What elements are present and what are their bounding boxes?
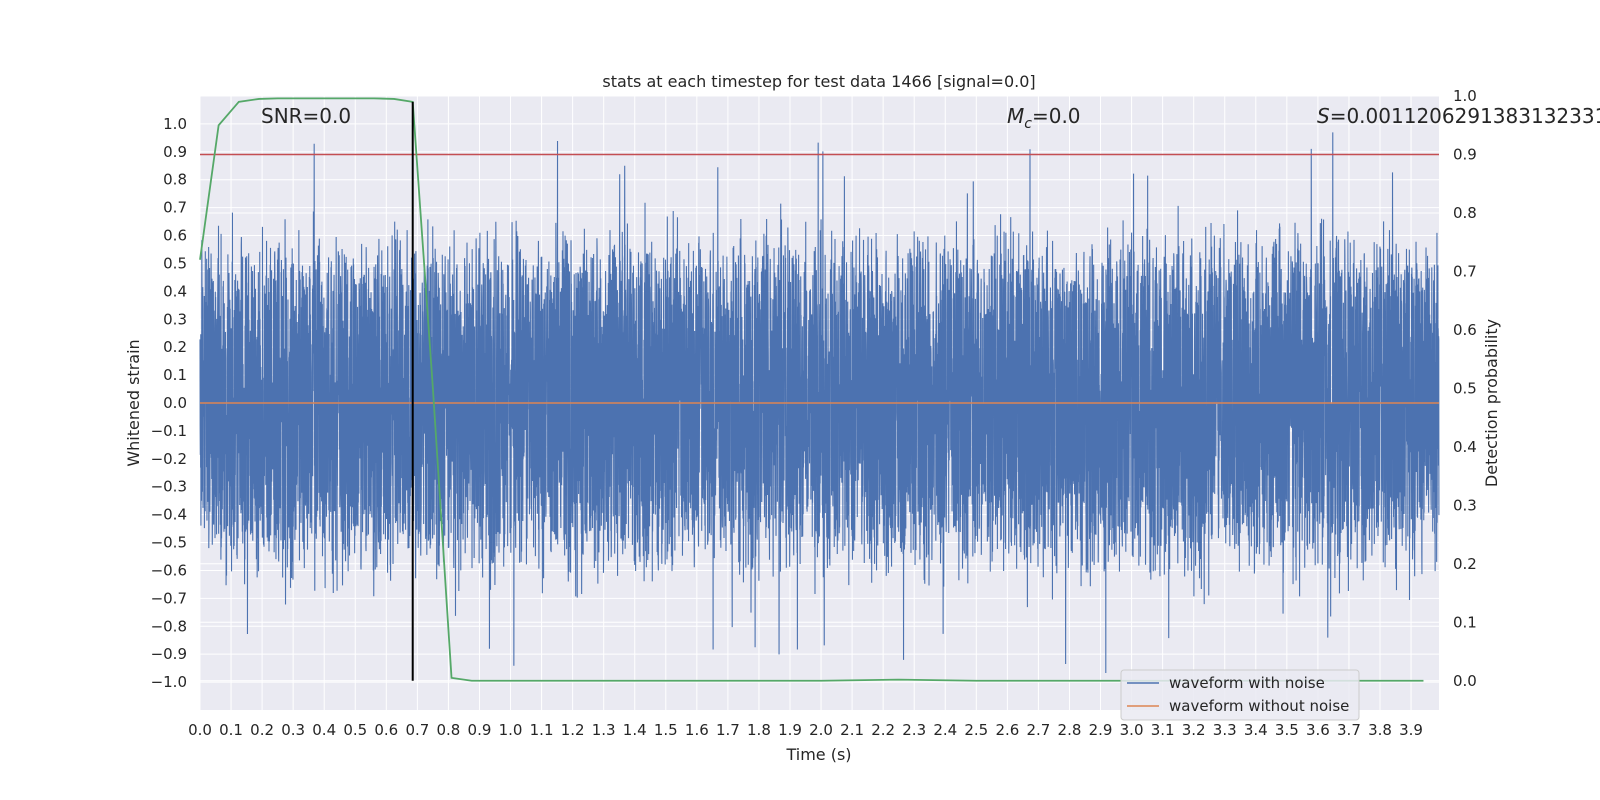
x-tick-label: 2.3 [902,721,926,739]
y2-tick-label: 0.3 [1453,496,1477,514]
y-tick-label: −0.1 [151,422,187,440]
y2-tick-label: 0.8 [1453,204,1477,222]
x-tick-label: 1.5 [654,721,678,739]
y-tick-label: 1.0 [163,115,187,133]
x-tick-label: 2.1 [840,721,864,739]
x-tick-label: 2.8 [1058,721,1082,739]
y-tick-label: −0.9 [151,645,187,663]
y-tick-label: 0.9 [163,143,187,161]
mc-subscript: c [1024,116,1032,132]
x-tick-label: 0.4 [312,721,336,739]
axis-ticks: 0.0 0.1 0.2 0.3 0.4 0.5 0.6 0.7 0.8 0.9 1.0 1.1 1.2 1… [151,87,1477,739]
x-tick-label: 3.6 [1306,721,1330,739]
y-tick-label: 0.3 [163,310,187,328]
x-tick-label: 2.7 [1026,721,1050,739]
x-tick-label: 0.6 [374,721,398,739]
x-tick-label: 0.8 [436,721,460,739]
y-tick-label: 0.0 [163,394,187,412]
x-tick-label: 3.2 [1182,721,1206,739]
x-tick-label: 2.9 [1089,721,1113,739]
x-tick-label: 0.7 [405,721,429,739]
mc-symbol: M [1007,104,1024,128]
chirp-mass-annotation: Mc=0.0 [1007,104,1081,132]
x-tick-label: 0.3 [281,721,305,739]
y2-tick-label: 0.9 [1453,145,1477,163]
y-tick-label: 0.7 [163,199,187,217]
y-tick-label: −0.5 [151,534,187,552]
y-tick-label: −0.3 [151,478,187,496]
x-tick-label: 2.5 [964,721,988,739]
x-tick-label: 1.4 [623,721,647,739]
y-tick-label: 0.1 [163,366,187,384]
x-tick-label: 0.0 [188,721,212,739]
waveform-with-noise-series [199,132,1440,673]
legend: waveform with noise waveform without noi… [1120,669,1360,721]
x-tick-label: 3.5 [1275,721,1299,739]
y-tick-label: −0.7 [151,589,187,607]
y2-tick-label: 0.6 [1453,321,1477,339]
legend-label-clean: waveform without noise [1169,697,1349,715]
x-tick-label: 0.2 [250,721,274,739]
y2-tick-label: 1.0 [1453,87,1477,105]
x-axis-label: Time (s) [785,745,851,764]
x-tick-label: 3.8 [1368,721,1392,739]
y2-tick-label: 0.5 [1453,379,1477,397]
x-tick-label: 1.9 [778,721,802,739]
x-tick-label: 2.6 [995,721,1019,739]
y-tick-label: −0.6 [151,561,187,579]
y2-tick-label: 0.1 [1453,613,1477,631]
snr-annotation: SNR=0.0 [261,104,351,128]
x-tick-label: 1.8 [747,721,771,739]
s-value: =0.0011206291383132331 [1330,104,1600,128]
y2-tick-label: 0.0 [1453,672,1477,690]
x-tick-label: 0.9 [468,721,492,739]
s-symbol: S [1317,104,1330,128]
x-tick-label: 3.4 [1244,721,1268,739]
legend-box [1120,669,1360,721]
detection-probability-line [199,97,1424,682]
x-tick-label: 1.7 [716,721,740,739]
overlay-lines [199,97,1439,682]
y-tick-label: −1.0 [151,673,187,691]
y-tick-label: 0.6 [163,227,187,245]
chart-title: stats at each timestep for test data 146… [602,72,1035,91]
x-tick-label: 2.0 [809,721,833,739]
x-tick-label: 0.1 [219,721,243,739]
y-tick-label: 0.5 [163,254,187,272]
y2-tick-label: 0.4 [1453,438,1477,456]
y-tick-label: 0.4 [163,282,187,300]
y-tick-label: −0.8 [151,617,187,635]
x-tick-label: 0.5 [343,721,367,739]
x-tick-label: 1.1 [530,721,554,739]
mc-value: =0.0 [1032,104,1081,128]
y-tick-label: −0.4 [151,506,187,524]
x-tick-label: 1.0 [499,721,523,739]
x-tick-label: 2.4 [933,721,957,739]
x-tick-label: 3.1 [1151,721,1175,739]
waveform-with-noise-line [199,132,1440,673]
x-tick-label: 1.2 [561,721,585,739]
x-tick-label: 3.9 [1399,721,1423,739]
x-tick-label: 3.3 [1213,721,1237,739]
x-tick-label: 1.3 [592,721,616,739]
y2-tick-label: 0.7 [1453,262,1477,280]
x-tick-label: 3.7 [1337,721,1361,739]
y2-axis-label: Detection probability [1482,319,1501,487]
x-tick-label: 2.2 [871,721,895,739]
legend-label-noise: waveform with noise [1169,674,1325,692]
y-tick-label: 0.8 [163,171,187,189]
y-tick-label: −0.2 [151,450,187,468]
x-tick-label: 3.0 [1120,721,1144,739]
x-tick-label: 1.6 [685,721,709,739]
s-annotation: S=0.0011206291383132331 [1317,104,1600,128]
y2-tick-label: 0.2 [1453,555,1477,573]
y-tick-label: 0.2 [163,338,187,356]
y-axis-label: Whitened strain [124,339,143,466]
